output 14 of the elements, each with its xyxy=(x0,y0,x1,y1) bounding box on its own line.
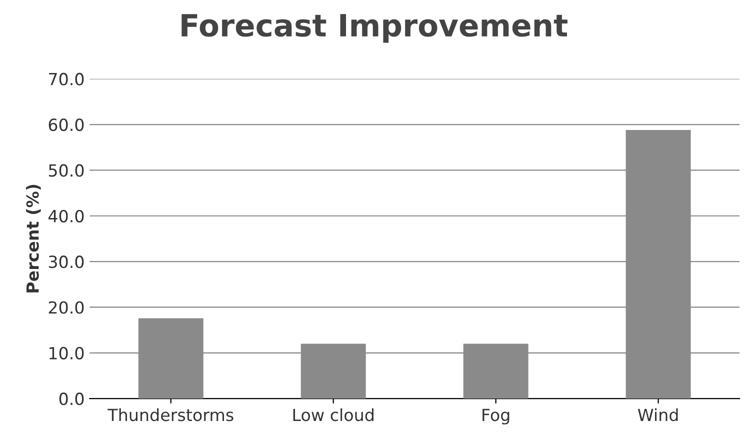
y-tick-label: 70.0 xyxy=(49,72,84,86)
y-tick-label: 40.0 xyxy=(48,210,84,222)
y-tick-label: 30.0 xyxy=(48,256,84,268)
chart-title: Forecast Improvement xyxy=(182,14,568,43)
x-tick-label: Wind xyxy=(638,408,678,422)
y-axis-title: Percent (%) xyxy=(26,184,41,292)
x-tick-label: Fog xyxy=(482,408,510,424)
y-tick-label: 50.0 xyxy=(48,164,84,177)
x-tick-label: Low cloud xyxy=(293,408,374,422)
y-tick-label: 10.0 xyxy=(50,346,84,360)
x-tick-label: Thunderstorms xyxy=(108,408,234,422)
y-tick-label: 60.0 xyxy=(48,118,84,132)
y-tick-label: 20.0 xyxy=(48,301,84,314)
y-tick-label: 0.0 xyxy=(59,392,84,406)
